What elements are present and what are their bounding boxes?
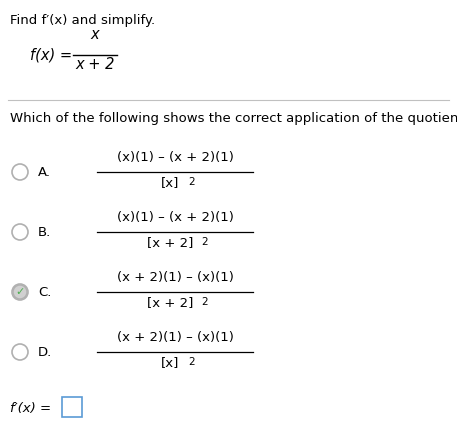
Text: 2: 2 [188,357,195,367]
Text: 2: 2 [201,297,207,307]
Text: (x + 2)(1) – (x)(1): (x + 2)(1) – (x)(1) [117,271,234,284]
Text: [x + 2]: [x + 2] [147,296,193,309]
Text: [x]: [x] [161,356,179,369]
Circle shape [13,285,27,299]
Text: Find f′(x) and simplify.: Find f′(x) and simplify. [10,14,155,27]
Text: [x + 2]: [x + 2] [147,236,193,249]
Text: [x]: [x] [161,176,179,189]
Text: x + 2: x + 2 [75,57,115,72]
Text: 2: 2 [188,177,195,187]
Text: f′(x) =: f′(x) = [10,402,51,415]
Text: ✓: ✓ [16,287,25,297]
Text: Which of the following shows the correct application of the quotient rule?: Which of the following shows the correct… [10,112,457,125]
Text: (x + 2)(1) – (x)(1): (x + 2)(1) – (x)(1) [117,331,234,344]
Text: (x)(1) – (x + 2)(1): (x)(1) – (x + 2)(1) [117,211,234,224]
Text: f(x) =: f(x) = [30,48,72,62]
Text: 2: 2 [201,237,207,247]
Text: (x)(1) – (x + 2)(1): (x)(1) – (x + 2)(1) [117,151,234,164]
Text: A.: A. [38,166,51,178]
Text: B.: B. [38,225,51,238]
FancyBboxPatch shape [62,397,82,417]
Text: x: x [90,27,99,42]
Text: D.: D. [38,345,52,358]
Text: C.: C. [38,286,51,299]
